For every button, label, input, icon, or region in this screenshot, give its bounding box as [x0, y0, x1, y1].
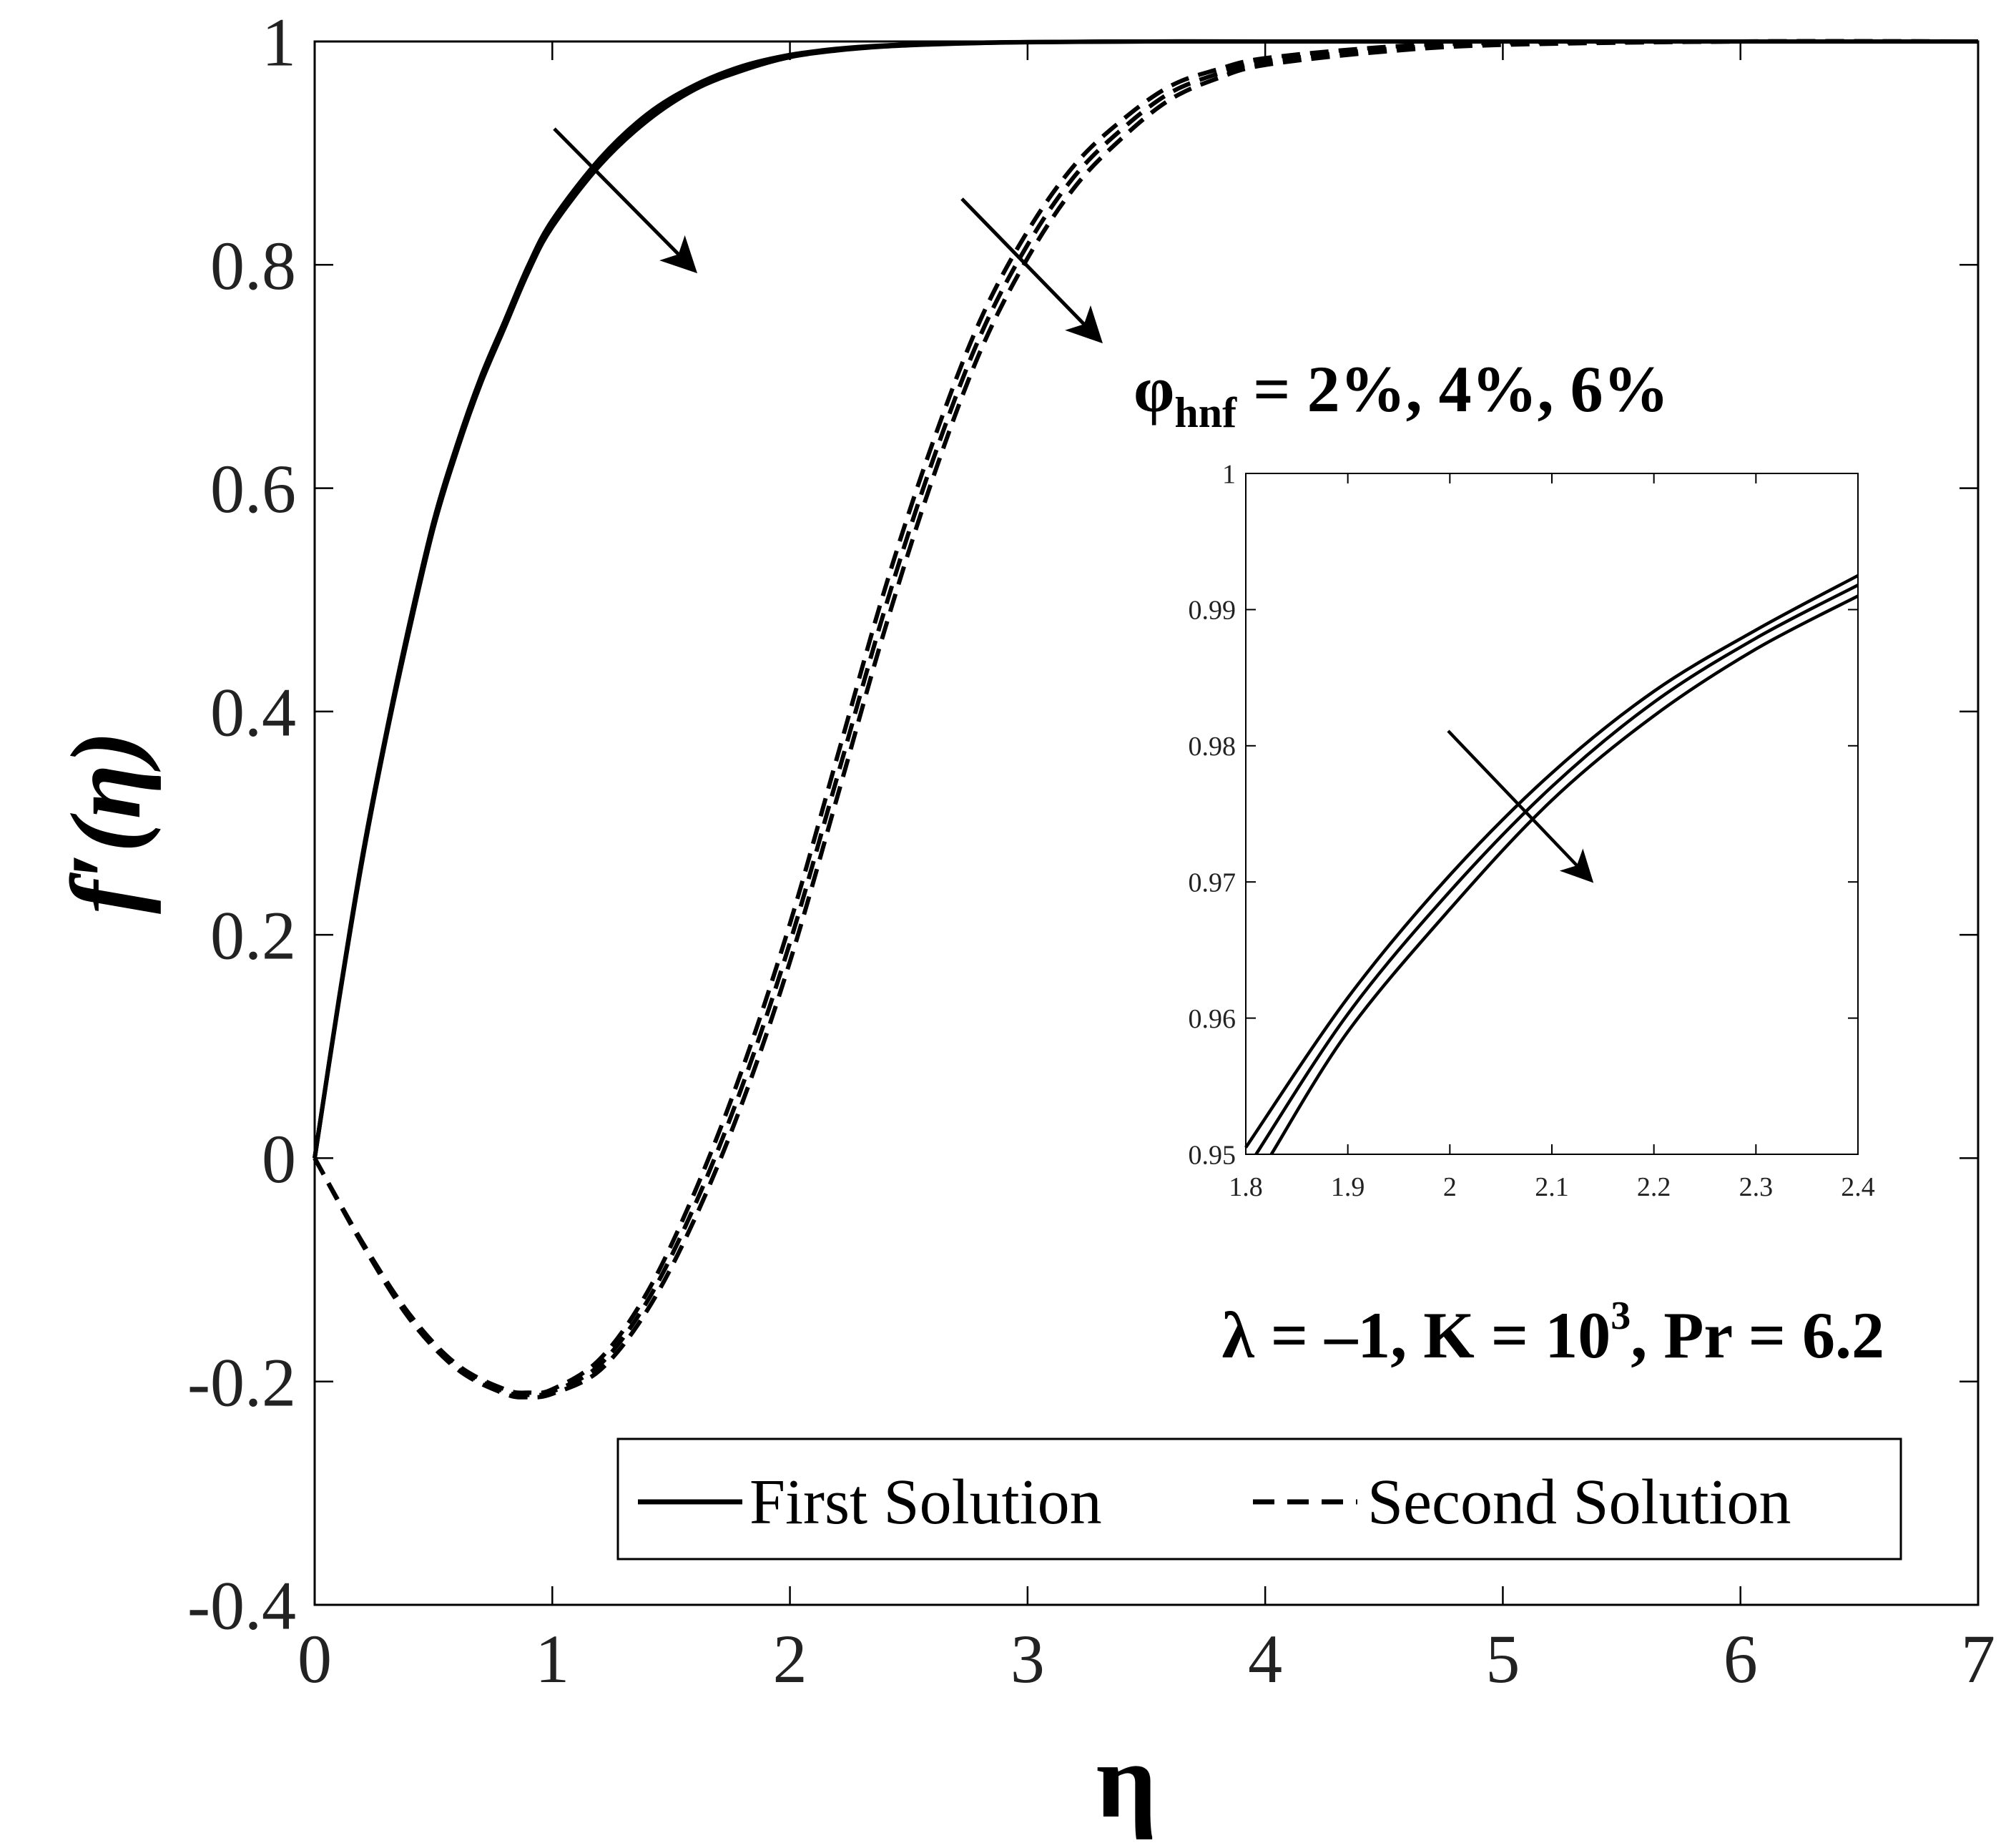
inset-y-tick-label: 0.97: [1189, 868, 1236, 898]
legend: First Solution Second Solution: [616, 1437, 1902, 1561]
inset-series-solid-0: [1244, 574, 1859, 1149]
phi-symbol: φ: [1134, 353, 1174, 426]
inset-x-tick-label: 2.1: [1535, 1172, 1569, 1202]
main-y-tick-label: -0.4: [187, 1568, 296, 1644]
main-x-tick-label: 7: [1961, 1621, 1995, 1697]
main-y-tick-label: 0.2: [210, 898, 296, 974]
inset-x-tick-label: 1.8: [1229, 1172, 1263, 1202]
main-series-dashed-3: [313, 39, 1979, 1395]
trend-arrow-second-solution: [960, 197, 1103, 344]
main-x-tick-label: 4: [1248, 1621, 1282, 1697]
main-series-dashed-4: [313, 39, 1979, 1397]
phi-annotation: φhnf = 2%, 4%, 6%: [1134, 353, 1669, 436]
legend-label-second-solution: Second Solution: [1367, 1467, 1791, 1538]
inset-y-tick-label: 0.99: [1189, 596, 1236, 626]
inset-x-tick-label: 2.3: [1739, 1172, 1774, 1202]
parameters-annotation: λ = –1, K = 103, Pr = 6.2: [1222, 1294, 1884, 1372]
inset-background: [1246, 473, 1858, 1154]
inset-series-solid-2: [1269, 594, 1859, 1156]
main-x-tick-label: 5: [1485, 1621, 1520, 1697]
legend-label-first-solution: First Solution: [749, 1467, 1102, 1538]
inset-y-tick-label: 0.95: [1189, 1140, 1236, 1170]
main-x-tick-label: 3: [1011, 1621, 1045, 1697]
phi-subscript: hnf: [1174, 389, 1237, 436]
main-y-tick-label: 0.8: [210, 227, 296, 304]
inset-y-tick-label: 1: [1222, 459, 1236, 489]
main-series-group: [313, 39, 1979, 1400]
main-series-dashed-5: [313, 39, 1979, 1400]
trend-arrow-first-solution: [553, 127, 698, 274]
main-x-tick-label: 6: [1724, 1621, 1758, 1697]
inset-series-group: [1244, 574, 1859, 1156]
inset-y-tick-label: 0.96: [1189, 1004, 1236, 1034]
inset-x-tick-label: 2.2: [1637, 1172, 1671, 1202]
inset-x-tick-label: 2: [1443, 1172, 1457, 1202]
inset-y-tick-label: 0.98: [1189, 732, 1236, 762]
main-series-solid-2: [313, 39, 1978, 1159]
phi-values: = 2%, 4%, 6%: [1236, 353, 1668, 426]
main-y-tick-label: -0.2: [187, 1344, 296, 1420]
main-x-tick-label: 2: [773, 1621, 807, 1697]
x-axis-label: η: [1096, 1721, 1156, 1840]
main-y-tick-label: 0: [262, 1121, 296, 1197]
params-suffix: , Pr = 6.2: [1631, 1299, 1884, 1372]
inset-x-tick-label: 2.4: [1841, 1172, 1875, 1202]
params-exponent: 3: [1611, 1294, 1631, 1338]
main-x-tick-label: 0: [298, 1621, 332, 1697]
main-x-tick-label: 1: [535, 1621, 569, 1697]
main-axis-ticks: 0 1 2 3 4 5 6 7 -0.4 -0.2 0 0.2 0.4 0.6 0.8 1: [187, 4, 1995, 1697]
legend-box: [616, 1437, 1902, 1561]
params-prefix: λ = –1, K = 10: [1222, 1299, 1611, 1372]
main-y-tick-label: 0.4: [210, 674, 296, 750]
y-axis-label: f′(η): [51, 731, 162, 914]
trend-arrow-inset: [1447, 729, 1594, 883]
main-y-tick-label: 1: [262, 4, 296, 81]
inset-series-solid-1: [1254, 584, 1859, 1156]
main-y-tick-label: 0.6: [210, 451, 296, 527]
inset-axis-ticks: 1.8 1.9 2 2.1 2.2 2.3 2.4 0.95 0.96 0.97 0.98 0.99 1: [1189, 459, 1875, 1202]
inset-x-tick-label: 1.9: [1331, 1172, 1365, 1202]
